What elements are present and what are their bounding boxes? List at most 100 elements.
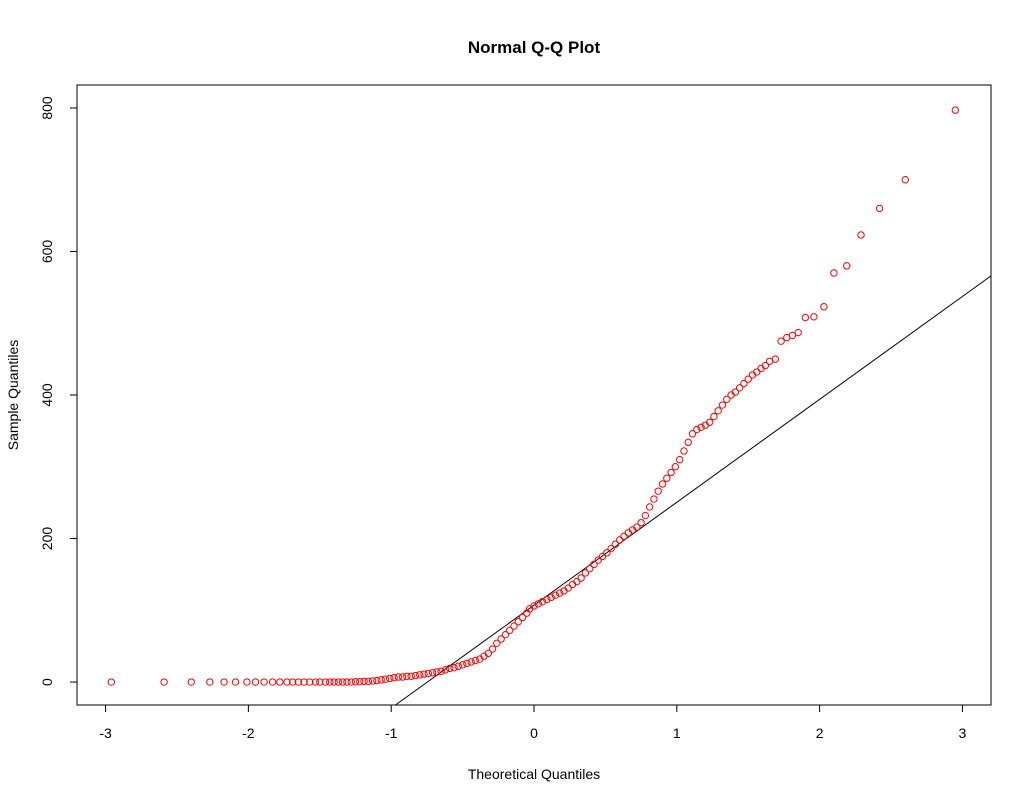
- data-point: [497, 635, 505, 643]
- data-point: [206, 678, 214, 686]
- data-point: [603, 549, 611, 557]
- chart-title: Normal Q-Q Plot: [468, 38, 601, 57]
- data-point: [794, 328, 802, 337]
- data-point: [231, 678, 240, 686]
- data-point: [875, 204, 884, 213]
- data-point: [364, 677, 373, 686]
- x-tick-label: 2: [816, 725, 824, 741]
- data-point: [514, 618, 522, 626]
- data-point: [356, 677, 364, 686]
- data-point: [705, 418, 714, 426]
- data-point: [688, 430, 697, 438]
- y-tick-label: 0: [39, 678, 55, 686]
- y-tick-label: 600: [39, 240, 55, 264]
- data-points: [107, 106, 959, 686]
- data-point: [260, 678, 268, 686]
- data-point: [321, 678, 330, 686]
- data-point: [360, 677, 368, 686]
- data-point: [268, 678, 277, 686]
- data-point: [373, 676, 381, 685]
- data-point: [731, 388, 740, 396]
- data-point: [607, 544, 615, 553]
- y-tick-label: 800: [39, 96, 55, 120]
- y-axis: 0 200 400 600 800: [39, 96, 78, 686]
- data-point: [220, 678, 228, 686]
- data-point: [761, 361, 770, 370]
- data-point: [594, 556, 602, 564]
- data-point: [493, 639, 501, 647]
- data-point: [633, 523, 641, 531]
- data-point: [771, 355, 780, 363]
- data-point: [300, 678, 308, 686]
- data-point: [450, 663, 458, 672]
- data-point: [735, 384, 744, 392]
- data-point: [377, 676, 385, 684]
- data-point: [684, 438, 692, 447]
- data-point: [484, 649, 492, 658]
- data-point: [420, 670, 428, 678]
- data-point: [351, 677, 360, 686]
- data-point: [338, 678, 347, 686]
- data-point: [675, 455, 684, 464]
- data-point: [551, 591, 560, 599]
- data-point: [577, 574, 585, 582]
- data-point: [543, 595, 551, 604]
- y-axis-label: Sample Quantiles: [5, 340, 21, 451]
- reference-line-group: [395, 275, 992, 706]
- data-point: [403, 672, 411, 680]
- data-point: [556, 589, 564, 597]
- data-point: [343, 678, 351, 686]
- data-point: [641, 511, 650, 520]
- data-point: [714, 407, 722, 415]
- x-axis-label: Theoretical Quantiles: [468, 766, 600, 782]
- data-point: [547, 593, 555, 602]
- data-point: [573, 577, 581, 586]
- data-point: [454, 662, 463, 670]
- data-point: [411, 671, 420, 680]
- data-point: [386, 674, 394, 683]
- data-point: [650, 495, 658, 503]
- data-point: [820, 303, 828, 311]
- y-tick-label: 200: [39, 527, 55, 551]
- data-point: [433, 668, 441, 676]
- data-point: [723, 395, 731, 404]
- data-point: [463, 659, 471, 668]
- x-tick-label: -1: [385, 725, 398, 741]
- data-point: [857, 231, 865, 239]
- data-point: [501, 630, 510, 639]
- data-point: [251, 678, 260, 686]
- data-point: [645, 503, 654, 511]
- data-point: [306, 678, 314, 686]
- data-point: [744, 375, 752, 383]
- data-point: [294, 678, 303, 686]
- data-point: [534, 600, 542, 608]
- data-point: [951, 106, 959, 114]
- data-point: [416, 671, 424, 679]
- data-point: [581, 569, 590, 577]
- data-point: [718, 401, 727, 409]
- data-point: [710, 412, 718, 421]
- data-point: [697, 423, 705, 431]
- x-tick-label: 1: [673, 725, 681, 741]
- data-point: [518, 613, 527, 622]
- x-tick-label: 3: [959, 725, 967, 741]
- data-point: [598, 552, 607, 561]
- data-point: [107, 678, 115, 686]
- x-tick-label: 0: [530, 725, 538, 741]
- data-point: [467, 658, 475, 666]
- data-point: [753, 368, 761, 376]
- data-point: [437, 667, 445, 675]
- data-point: [788, 331, 797, 340]
- data-point: [407, 672, 415, 680]
- data-point: [810, 313, 818, 321]
- data-point: [334, 678, 343, 686]
- data-point: [471, 656, 480, 665]
- data-point: [611, 540, 620, 548]
- data-point: [446, 664, 454, 673]
- data-point: [680, 447, 688, 455]
- y-tick-label: 400: [39, 383, 55, 407]
- data-point: [276, 678, 284, 686]
- data-point: [843, 262, 851, 270]
- data-point: [316, 678, 324, 686]
